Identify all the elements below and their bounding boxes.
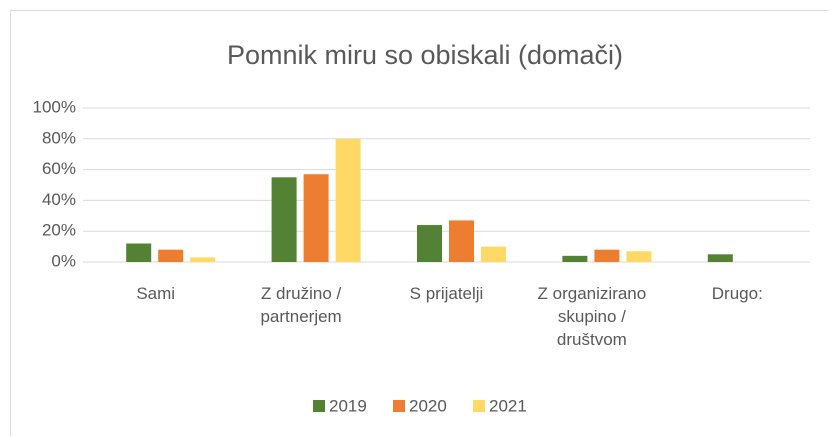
bar — [304, 174, 329, 262]
y-tick-label: 60% — [42, 159, 76, 178]
y-tick-label: 20% — [42, 221, 76, 240]
x-tick-label: S prijatelji — [377, 282, 517, 305]
bar — [272, 177, 297, 262]
x-tick-label: Z družino / partnerjem — [231, 282, 371, 328]
y-tick-label: 0% — [51, 251, 76, 270]
bar — [481, 247, 506, 262]
bar — [126, 244, 151, 262]
bar — [626, 251, 651, 262]
bar — [336, 139, 361, 262]
legend-swatch — [473, 400, 485, 412]
bar — [158, 250, 183, 262]
x-tick-label: Sami — [86, 282, 226, 305]
bar — [594, 250, 619, 262]
legend-label: 2020 — [409, 396, 447, 415]
legend-label: 2021 — [489, 396, 527, 415]
bar — [190, 257, 215, 262]
y-tick-label: 100% — [33, 97, 76, 116]
x-tick-label: Z organizirano skupino / društvom — [522, 282, 662, 351]
y-tick-label: 40% — [42, 190, 76, 209]
chart: Pomnik miru so obiskali (domači) 0% 20% 40… — [0, 0, 830, 437]
bar — [708, 254, 733, 262]
legend-label: 2019 — [329, 396, 367, 415]
legend-swatch — [393, 400, 405, 412]
chart-title: Pomnik miru so obiskali (domači) — [227, 40, 623, 70]
legend-swatch — [313, 400, 325, 412]
bar — [562, 256, 587, 262]
y-tick-label: 80% — [42, 128, 76, 147]
x-tick-label: Drugo: — [667, 282, 807, 305]
bar — [449, 220, 474, 262]
bar — [417, 225, 442, 262]
page: {"chart_data": {"type": "bar", "title": … — [0, 0, 830, 437]
